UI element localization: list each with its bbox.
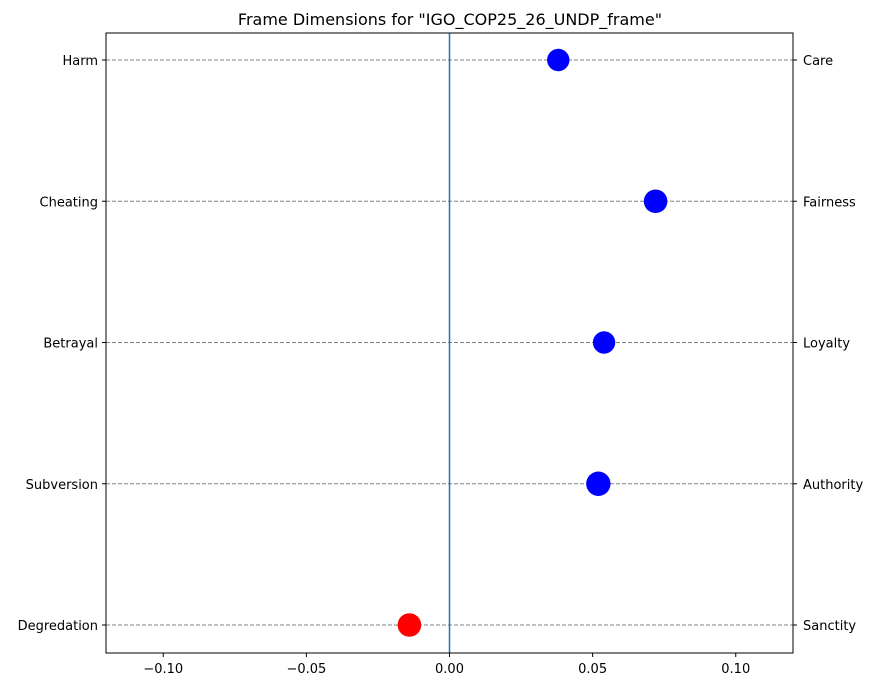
data-markers bbox=[397, 48, 668, 637]
x-tick-label: 0.10 bbox=[721, 662, 750, 677]
x-axis: −0.10 −0.05 0.00 0.05 0.10 bbox=[143, 653, 750, 677]
left-tick-label: Subversion bbox=[26, 478, 98, 493]
data-point bbox=[592, 331, 616, 354]
chart-title: Frame Dimensions for "IGO_COP25_26_UNDP_… bbox=[238, 10, 662, 30]
x-tick-label: −0.10 bbox=[143, 662, 183, 677]
left-tick-label: Degredation bbox=[18, 619, 98, 634]
data-point bbox=[643, 189, 668, 214]
x-tick-label: 0.05 bbox=[578, 662, 607, 677]
right-axis-labels: Care Fairness Loyalty Authority Sanctity bbox=[793, 54, 863, 634]
data-point bbox=[397, 613, 422, 637]
x-tick-label: −0.05 bbox=[286, 662, 326, 677]
x-tick-label: 0.00 bbox=[435, 662, 464, 677]
right-tick-label: Care bbox=[803, 54, 833, 69]
left-tick-label: Harm bbox=[62, 54, 98, 69]
data-point bbox=[547, 48, 570, 72]
data-point bbox=[586, 471, 611, 496]
left-axis-labels: Harm Cheating Betrayal Subversion Degredatio… bbox=[18, 54, 106, 634]
right-tick-label: Authority bbox=[803, 478, 863, 493]
right-tick-label: Sanctity bbox=[803, 619, 856, 634]
right-tick-label: Loyalty bbox=[803, 337, 850, 352]
left-tick-label: Cheating bbox=[40, 195, 98, 210]
left-tick-label: Betrayal bbox=[43, 337, 98, 352]
right-tick-label: Fairness bbox=[803, 195, 856, 210]
